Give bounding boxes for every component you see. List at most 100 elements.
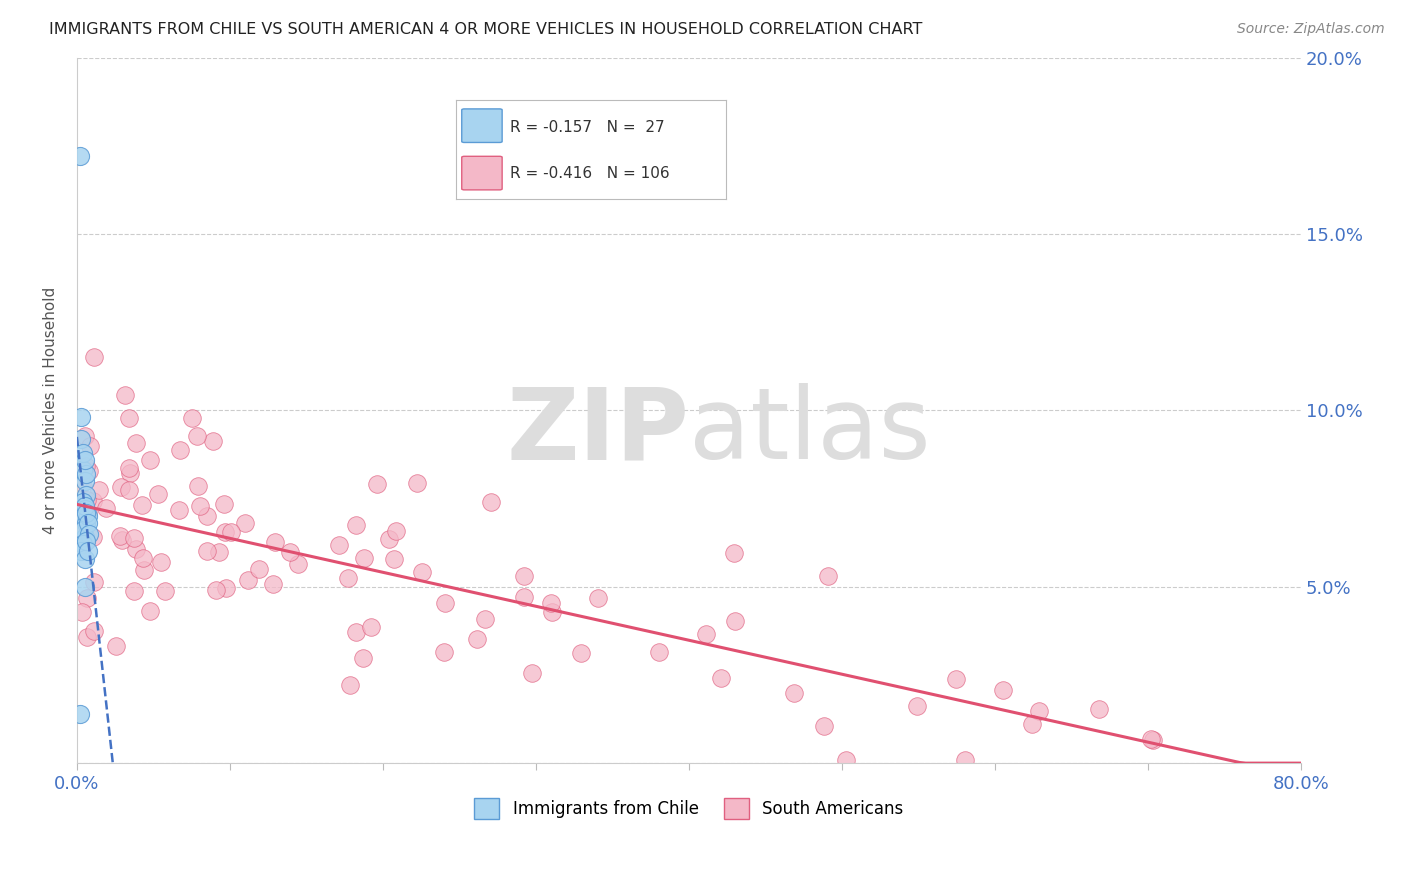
Point: [72, 524, 94, 539]
Point: [1028, 704, 1050, 718]
Point: [586, 591, 609, 605]
Point: [69, 500, 91, 515]
Point: [73, 474, 96, 488]
Text: Source: ZipAtlas.com: Source: ZipAtlas.com: [1237, 22, 1385, 37]
Point: [72, 463, 94, 477]
Point: [945, 672, 967, 686]
Point: [108, 528, 131, 542]
Point: [73, 580, 96, 594]
Point: [835, 753, 858, 767]
Point: [76, 516, 98, 531]
Point: [70, 605, 93, 619]
Point: [339, 678, 361, 692]
Point: [77, 526, 100, 541]
Point: [647, 645, 669, 659]
Point: [219, 525, 242, 540]
Point: [384, 552, 406, 566]
Point: [75, 506, 97, 520]
Point: [132, 563, 155, 577]
Point: [118, 483, 141, 497]
Point: [70, 432, 93, 446]
Point: [328, 538, 350, 552]
Point: [89, 483, 111, 497]
Point: [83, 351, 105, 365]
Text: atlas: atlas: [689, 383, 931, 480]
Point: [148, 487, 170, 501]
Point: [540, 596, 562, 610]
Point: [479, 494, 502, 508]
Point: [76, 492, 98, 507]
Point: [233, 516, 256, 530]
Point: [76, 509, 98, 524]
Point: [125, 541, 148, 556]
Point: [195, 544, 218, 558]
Point: [72, 446, 94, 460]
Point: [195, 508, 218, 523]
Point: [124, 583, 146, 598]
Y-axis label: 4 or more Vehicles in Household: 4 or more Vehicles in Household: [44, 287, 58, 534]
Point: [169, 443, 191, 458]
Point: [73, 452, 96, 467]
Point: [337, 571, 360, 585]
Point: [70, 544, 93, 558]
Point: [411, 565, 433, 579]
Point: [76, 591, 98, 605]
Point: [73, 499, 96, 513]
Point: [82, 494, 104, 508]
Point: [434, 596, 457, 610]
Point: [783, 686, 806, 700]
Point: [186, 429, 208, 443]
Point: [96, 500, 118, 515]
Point: [72, 537, 94, 551]
Point: [352, 651, 374, 665]
Point: [125, 435, 148, 450]
Point: [118, 461, 141, 475]
Text: ZIP: ZIP: [506, 383, 689, 480]
Point: [214, 524, 236, 539]
Point: [75, 488, 97, 502]
Point: [118, 466, 141, 480]
Point: [76, 544, 98, 558]
Point: [132, 551, 155, 566]
Point: [72, 524, 94, 538]
Point: [72, 476, 94, 491]
Point: [111, 533, 134, 547]
Text: IMMIGRANTS FROM CHILE VS SOUTH AMERICAN 4 OR MORE VEHICLES IN HOUSEHOLD CORRELAT: IMMIGRANTS FROM CHILE VS SOUTH AMERICAN …: [49, 22, 922, 37]
Point: [188, 499, 211, 513]
Point: [366, 477, 388, 491]
Point: [110, 480, 132, 494]
Legend: Immigrants from Chile, South Americans: Immigrants from Chile, South Americans: [468, 792, 910, 825]
Point: [138, 604, 160, 618]
Point: [122, 531, 145, 545]
Point: [169, 503, 191, 517]
Point: [905, 699, 928, 714]
Point: [215, 581, 238, 595]
Point: [695, 626, 717, 640]
Point: [723, 546, 745, 560]
Point: [247, 562, 270, 576]
Point: [344, 624, 367, 639]
Point: [378, 532, 401, 546]
Point: [385, 524, 408, 538]
Point: [353, 551, 375, 566]
Point: [1142, 733, 1164, 747]
Point: [75, 458, 97, 473]
Point: [710, 671, 733, 685]
Point: [202, 434, 225, 448]
Point: [75, 516, 97, 531]
Point: [180, 411, 202, 425]
Point: [76, 506, 98, 520]
Point: [513, 569, 536, 583]
Point: [569, 646, 592, 660]
Point: [104, 639, 127, 653]
Point: [287, 557, 309, 571]
Point: [114, 387, 136, 401]
Point: [75, 467, 97, 481]
Point: [72, 495, 94, 509]
Point: [82, 530, 104, 544]
Point: [953, 753, 976, 767]
Point: [69, 706, 91, 721]
Point: [433, 645, 456, 659]
Point: [153, 583, 176, 598]
Point: [474, 612, 496, 626]
